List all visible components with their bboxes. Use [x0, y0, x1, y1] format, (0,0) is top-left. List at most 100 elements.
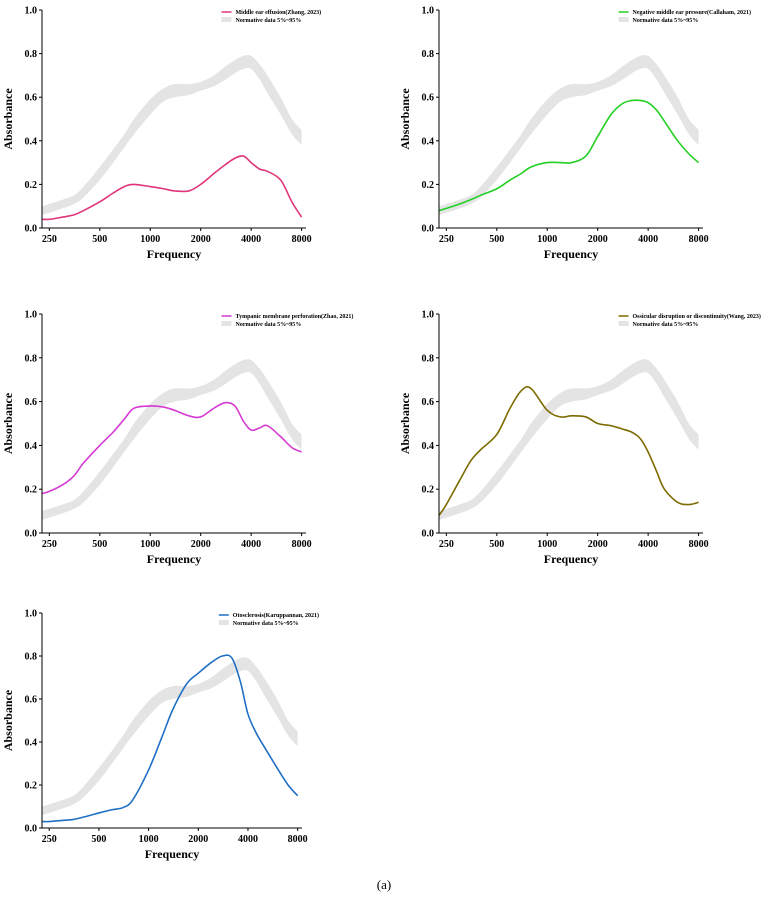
y-tick-label: 0.4: [25, 136, 38, 147]
chart-panel-2: 0.0 0.2 0.4 0.6 0.8 1.0 250 500 1000 2000 4000 8000…: [398, 6, 751, 262]
x-tick-label: 250: [439, 234, 454, 245]
x-tick-label: 2000: [191, 234, 211, 245]
x-tick-label: 500: [92, 539, 107, 550]
y-tick-label: 0.0: [422, 224, 435, 235]
legend-label-band: Normative data 5%~95%: [236, 322, 302, 328]
chart-panel-3: 0.0 0.2 0.4 0.6 0.8 1.0 250 500 1000 2000 4000 8000…: [1, 310, 353, 567]
y-axis-label: Absorbance: [398, 88, 412, 150]
legend-swatch-band: [618, 17, 629, 22]
x-tick-label: 4000: [238, 834, 258, 845]
x-tick-label: 4000: [241, 539, 261, 550]
x-axis-label: Frequency: [145, 847, 199, 861]
series-line: [438, 386, 699, 516]
chart-panel-4: 0.0 0.2 0.4 0.6 0.8 1.0 250 500 1000 2000 4000 8000…: [398, 310, 761, 567]
y-tick-label: 0.4: [422, 441, 435, 452]
legend-swatch-band: [221, 17, 232, 22]
x-tick-label: 2000: [588, 234, 608, 245]
y-tick-label: 1.0: [25, 6, 38, 17]
x-tick-label: 500: [489, 234, 504, 245]
y-tick-label: 0.4: [25, 441, 38, 452]
y-tick-label: 0.2: [25, 180, 38, 191]
legend-label-series: Otosclerosis(Karuppannan, 2021): [233, 612, 319, 619]
x-tick-label: 8000: [689, 539, 709, 550]
y-axis-label: Absorbance: [1, 88, 15, 150]
x-tick-label: 8000: [689, 234, 709, 245]
y-axis-label: Absorbance: [1, 392, 15, 454]
legend-label-series: Middle ear effusion(Zhang, 2023): [236, 9, 322, 16]
figure-panels: 0.0 0.2 0.4 0.6 0.8 1.0 250 500 1000 2000 4000 8000…: [1, 6, 761, 862]
x-tick-label: 500: [92, 234, 107, 245]
series-line: [438, 99, 700, 212]
x-tick-label: 2000: [188, 834, 208, 845]
y-tick-label: 1.0: [25, 310, 38, 321]
legend-label-band: Normative data 5%~95%: [633, 322, 699, 328]
y-tick-label: 0.6: [422, 397, 435, 408]
x-tick-label: 250: [42, 234, 57, 245]
x-tick-label: 250: [42, 539, 57, 550]
normative-band: [439, 359, 699, 520]
x-tick-label: 8000: [288, 834, 308, 845]
x-tick-label: 4000: [241, 234, 261, 245]
x-tick-label: 4000: [638, 539, 658, 550]
x-tick-label: 2000: [191, 539, 211, 550]
x-axis-label: Frequency: [147, 247, 201, 261]
y-tick-label: 1.0: [422, 310, 435, 321]
series-line: [41, 155, 303, 221]
normative-band: [42, 54, 302, 215]
legend-swatch-band: [218, 620, 229, 625]
x-axis-label: Frequency: [544, 247, 598, 261]
y-tick-label: 0.6: [25, 695, 38, 706]
y-tick-label: 0.8: [422, 49, 435, 60]
y-tick-label: 0.0: [422, 529, 435, 540]
y-tick-label: 0.8: [25, 353, 38, 364]
x-tick-label: 8000: [292, 234, 312, 245]
y-tick-label: 0.6: [25, 93, 38, 104]
x-tick-label: 1000: [140, 539, 160, 550]
x-axis-label: Frequency: [544, 552, 598, 566]
y-tick-label: 0.0: [25, 224, 38, 235]
y-tick-label: 1.0: [422, 6, 435, 17]
legend-swatch-band: [618, 321, 629, 326]
legend-label-band: Normative data 5%~95%: [633, 18, 699, 24]
x-tick-label: 1000: [537, 234, 557, 245]
y-tick-label: 1.0: [25, 609, 38, 620]
legend-label-series: Negative middle ear pressure(Callaham, 2…: [633, 9, 752, 16]
chart-panel-5: 0.0 0.2 0.4 0.6 0.8 1.0 250 500 1000 2000 4000 8000…: [1, 609, 319, 862]
y-tick-label: 0.2: [422, 485, 435, 496]
x-tick-label: 500: [489, 539, 504, 550]
chart-panel-1: 0.0 0.2 0.4 0.6 0.8 1.0 250 500 1000 2000 4000 8000…: [1, 6, 321, 262]
x-tick-label: 250: [439, 539, 454, 550]
x-tick-label: 4000: [638, 234, 658, 245]
y-axis-label: Absorbance: [1, 689, 15, 751]
y-tick-label: 0.4: [25, 738, 38, 749]
legend-swatch-band: [221, 321, 232, 326]
x-tick-label: 8000: [292, 539, 312, 550]
x-tick-label: 1000: [140, 234, 160, 245]
x-tick-label: 2000: [588, 539, 608, 550]
x-axis-label: Frequency: [147, 552, 201, 566]
y-tick-label: 0.6: [422, 93, 435, 104]
y-tick-label: 0.2: [25, 781, 38, 792]
y-tick-label: 0.0: [25, 529, 38, 540]
y-tick-label: 0.4: [422, 136, 435, 147]
legend-label-series: Ossicular disruption or discontinuity(Wa…: [633, 313, 761, 320]
normative-band: [42, 359, 302, 520]
legend-label-band: Normative data 5%~95%: [233, 621, 299, 627]
y-tick-label: 0.2: [422, 180, 435, 191]
x-tick-label: 1000: [537, 539, 557, 550]
legend-label-series: Tympanic membrane perforation(Zhao, 2021…: [236, 313, 354, 320]
legend-label-band: Normative data 5%~95%: [236, 18, 302, 24]
series-line: [41, 401, 302, 495]
y-axis-label: Absorbance: [398, 392, 412, 454]
x-tick-label: 1000: [139, 834, 159, 845]
series-line: [41, 654, 299, 823]
y-tick-label: 0.2: [25, 485, 38, 496]
x-tick-label: 250: [42, 834, 57, 845]
normative-band: [42, 657, 298, 816]
x-tick-label: 500: [91, 834, 106, 845]
normative-band: [439, 54, 699, 215]
y-tick-label: 0.8: [25, 49, 38, 60]
y-tick-label: 0.6: [25, 397, 38, 408]
y-tick-label: 0.8: [422, 353, 435, 364]
y-tick-label: 0.8: [25, 652, 38, 663]
